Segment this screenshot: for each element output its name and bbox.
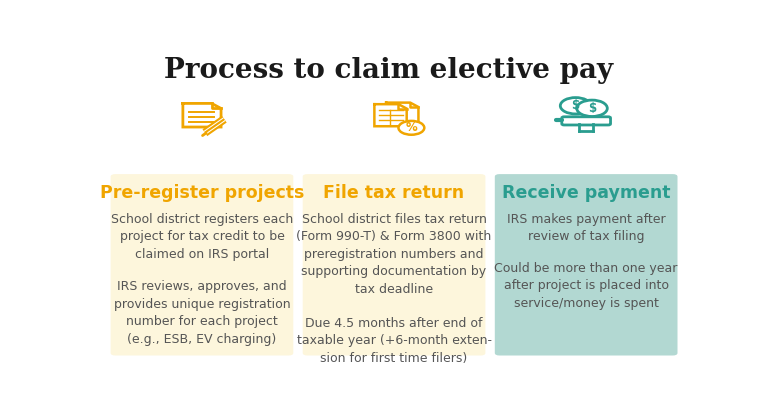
Text: IRS reviews, approves, and
provides unique registration
number for each project
: IRS reviews, approves, and provides uniq…: [114, 280, 290, 346]
Circle shape: [577, 100, 607, 117]
Text: $: $: [588, 102, 596, 115]
Text: File tax return: File tax return: [324, 184, 465, 202]
Circle shape: [399, 121, 424, 135]
Text: Could be more than one year
after project is placed into
service/money is spent: Could be more than one year after projec…: [494, 262, 678, 310]
Text: Pre-register projects: Pre-register projects: [100, 184, 304, 202]
Text: Process to claim elective pay: Process to claim elective pay: [164, 57, 613, 84]
FancyBboxPatch shape: [495, 174, 678, 355]
Text: $: $: [572, 99, 580, 112]
Text: School district files tax return
(Form 990-T) & Form 3800 with
preregistration n: School district files tax return (Form 9…: [296, 213, 492, 296]
Text: Receive payment: Receive payment: [502, 184, 670, 202]
FancyBboxPatch shape: [302, 174, 485, 355]
Circle shape: [560, 98, 590, 114]
Text: Due 4.5 months after end of
taxable year (+6-month exten-
sion for first time fi: Due 4.5 months after end of taxable year…: [296, 317, 491, 365]
FancyBboxPatch shape: [111, 174, 293, 355]
Text: IRS makes payment after
review of tax filing: IRS makes payment after review of tax fi…: [507, 213, 666, 243]
Text: %: %: [406, 121, 417, 134]
Polygon shape: [374, 104, 407, 126]
Text: School district registers each
project for tax credit to be
claimed on IRS porta: School district registers each project f…: [111, 213, 293, 261]
FancyBboxPatch shape: [562, 117, 610, 125]
